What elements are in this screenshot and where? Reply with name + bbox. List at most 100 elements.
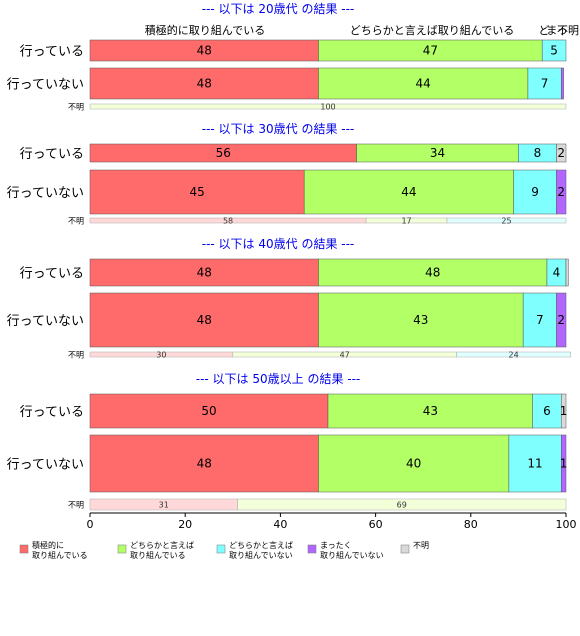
legend-label: まったく xyxy=(320,541,352,550)
row-label: 行っている xyxy=(20,45,84,60)
legend-swatch xyxy=(216,544,226,554)
bar-segment xyxy=(513,169,557,215)
bar-value-label: 48 xyxy=(425,266,440,280)
bar-segment xyxy=(89,393,329,429)
bar-value-label: 1 xyxy=(560,457,568,471)
bar-value-label: 2 xyxy=(557,146,565,160)
bar-segment xyxy=(556,169,567,215)
bar-value-label: 11 xyxy=(527,457,542,471)
bar-segment xyxy=(318,292,524,348)
bar-segment xyxy=(318,258,548,287)
bar-value-label: 44 xyxy=(401,185,416,199)
bar-value-label: 7 xyxy=(536,313,544,327)
bar-segment xyxy=(89,103,567,110)
bar-value-label: 5 xyxy=(550,44,558,58)
row-label: 不明 xyxy=(68,217,84,226)
bar-value-label: 1 xyxy=(560,404,568,418)
legend-swatch xyxy=(307,544,317,554)
section-title-2: --- 以下は 30歳代 の結果 --- xyxy=(202,122,355,136)
legend-label: どちらかと言えば xyxy=(229,540,293,550)
bar-value-label: 43 xyxy=(423,404,438,418)
bar-value-label: 100 xyxy=(320,103,335,112)
x-tick-label: 60 xyxy=(369,518,383,531)
bar-value-label: 58 xyxy=(223,217,233,226)
x-tick-label: 100 xyxy=(556,518,577,531)
bar-segment xyxy=(446,217,567,224)
bar-segment xyxy=(89,292,319,348)
bar-segment xyxy=(560,393,567,429)
bar-segment xyxy=(560,434,567,493)
bar-value-label: 24 xyxy=(509,351,519,360)
column-header-2: どちらかと言えば取り組んでいる xyxy=(350,24,514,37)
bar-value-label: 17 xyxy=(401,217,411,226)
bar-segment xyxy=(565,258,569,287)
bar-value-label: 8 xyxy=(534,146,542,160)
column-header-3: ど xyxy=(539,24,550,37)
section-title-1: --- 以下は 20歳代 の結果 --- xyxy=(202,2,355,16)
section-title-4: --- 以下は 50歳以上 の結果 --- xyxy=(196,372,361,386)
legend-label: 取り組んでいない xyxy=(229,550,293,560)
row-label: 行っていない xyxy=(7,314,84,329)
column-header-4: まっ xyxy=(546,24,568,37)
bar-value-label: 6 xyxy=(543,404,551,418)
bar-segment xyxy=(541,39,567,62)
bar-value-label: 69 xyxy=(397,501,407,510)
bar-value-label: 9 xyxy=(531,185,539,199)
row-label: 行っている xyxy=(20,147,84,162)
legend-swatch xyxy=(19,544,29,554)
row-label: 行っていない xyxy=(7,186,84,201)
bar-value-label: 48 xyxy=(197,457,212,471)
bar-segment xyxy=(556,143,567,163)
bar-segment xyxy=(318,67,529,100)
bar-value-label: 48 xyxy=(197,77,212,91)
bar-value-label: 25 xyxy=(501,217,511,226)
bar-segment xyxy=(456,351,572,358)
bar-segment xyxy=(89,67,319,100)
x-tick-label: 40 xyxy=(273,518,287,531)
bar-value-label: 48 xyxy=(197,44,212,58)
bar-value-label: 47 xyxy=(423,44,438,58)
bar-value-label: 31 xyxy=(159,501,169,510)
bar-value-label: 43 xyxy=(413,313,428,327)
bar-segment xyxy=(89,169,305,215)
bar-value-label: 2 xyxy=(557,185,565,199)
bar-segment xyxy=(508,434,562,493)
legend-swatch xyxy=(400,544,410,554)
column-header-5: 不明 xyxy=(557,24,579,37)
x-tick-label: 0 xyxy=(87,518,94,531)
bar-value-label: 45 xyxy=(189,185,204,199)
bar-segment xyxy=(318,434,510,493)
bar-segment xyxy=(522,292,557,348)
bar-value-label: 4 xyxy=(553,266,561,280)
row-label: 不明 xyxy=(68,103,84,112)
bar-value-label: 44 xyxy=(416,77,431,91)
bar-segment xyxy=(237,498,567,511)
legend-label: 取り組んでいる xyxy=(130,550,186,560)
bar-segment xyxy=(556,292,567,348)
legend-label: 不明 xyxy=(413,541,429,550)
bar-value-label: 30 xyxy=(156,351,166,360)
bar-value-label: 50 xyxy=(201,404,216,418)
bar-value-label: 34 xyxy=(430,146,445,160)
legend-label: 積極的に xyxy=(32,540,64,550)
bar-segment xyxy=(89,434,319,493)
bar-value-label: 56 xyxy=(216,146,231,160)
row-label: 行っている xyxy=(20,267,84,282)
row-label: 行っていない xyxy=(7,458,84,473)
bar-segment xyxy=(327,393,533,429)
bar-segment xyxy=(303,169,514,215)
bar-value-label: 2 xyxy=(557,313,565,327)
bar-value-label: 48 xyxy=(197,266,212,280)
column-header-1: 積極的に取り組んでいる xyxy=(145,23,265,37)
row-label: 行っていない xyxy=(7,78,84,93)
x-tick-label: 80 xyxy=(464,518,478,531)
legend-label: 取り組んでいない xyxy=(320,550,384,560)
x-tick-label: 20 xyxy=(178,518,192,531)
row-label: 行っている xyxy=(20,405,84,420)
bar-value-label: 47 xyxy=(340,351,350,360)
legend-label: どちらかと言えば xyxy=(130,540,194,550)
bar-value-label: 7 xyxy=(541,77,549,91)
bar-segment xyxy=(560,67,564,100)
bar-segment xyxy=(532,393,562,429)
